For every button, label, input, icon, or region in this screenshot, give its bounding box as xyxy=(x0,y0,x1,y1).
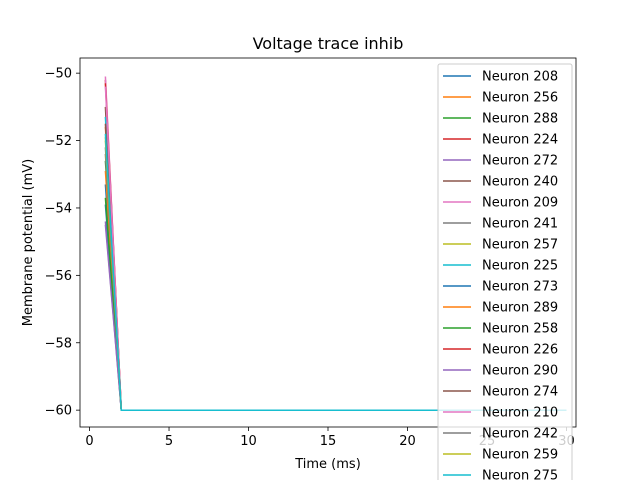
y-axis-label: Membrane potential (mV) xyxy=(21,159,36,326)
legend-label: Neuron 225 xyxy=(482,259,558,274)
legend-label: Neuron 209 xyxy=(482,196,558,211)
legend-label: Neuron 290 xyxy=(482,364,558,379)
y-tick-label: −52 xyxy=(45,134,72,149)
series-line-neuron-275 xyxy=(104,133,567,411)
legend-label: Neuron 210 xyxy=(482,406,558,421)
x-tick-label: 20 xyxy=(399,434,416,449)
x-tick-label: 10 xyxy=(240,434,257,449)
x-tick-label: 5 xyxy=(165,434,173,449)
legend: Neuron 208 Neuron 256 Neuron 288 Neuron 224… xyxy=(437,63,573,480)
legend-label: Neuron 242 xyxy=(482,427,558,442)
x-tick-label: 0 xyxy=(85,434,93,449)
y-tick-label: −50 xyxy=(45,67,72,82)
legend-label: Neuron 208 xyxy=(482,70,558,85)
legend-label: Neuron 241 xyxy=(482,217,558,232)
legend-label: Neuron 258 xyxy=(482,322,558,337)
legend-frame xyxy=(437,63,573,480)
legend-label: Neuron 226 xyxy=(482,343,558,358)
y-tick-label: −54 xyxy=(45,201,72,216)
x-axis-label: Time (ms) xyxy=(294,457,361,472)
legend-label: Neuron 288 xyxy=(482,112,558,127)
series-layer xyxy=(104,76,567,411)
legend-label: Neuron 257 xyxy=(482,238,558,253)
y-tick-label: −56 xyxy=(45,269,72,284)
legend-label: Neuron 289 xyxy=(482,301,558,316)
chart-title: Voltage trace inhib xyxy=(253,34,404,53)
legend-label: Neuron 256 xyxy=(482,91,558,106)
legend-label: Neuron 273 xyxy=(482,280,558,295)
y-tick-label: −58 xyxy=(45,336,72,351)
y-tick-label: −60 xyxy=(45,404,72,419)
y-axis-ticks: −60 −58 −56 −54 −52 −50 xyxy=(45,67,80,419)
legend-label: Neuron 275 xyxy=(482,469,558,480)
legend-label: Neuron 274 xyxy=(482,385,558,400)
legend-label: Neuron 224 xyxy=(482,133,558,148)
legend-label: Neuron 259 xyxy=(482,448,558,463)
legend-label: Neuron 240 xyxy=(482,175,558,190)
legend-label: Neuron 272 xyxy=(482,154,558,169)
legend-entries: Neuron 208 Neuron 256 Neuron 288 Neuron 224… xyxy=(443,70,558,480)
x-tick-label: 15 xyxy=(320,434,337,449)
